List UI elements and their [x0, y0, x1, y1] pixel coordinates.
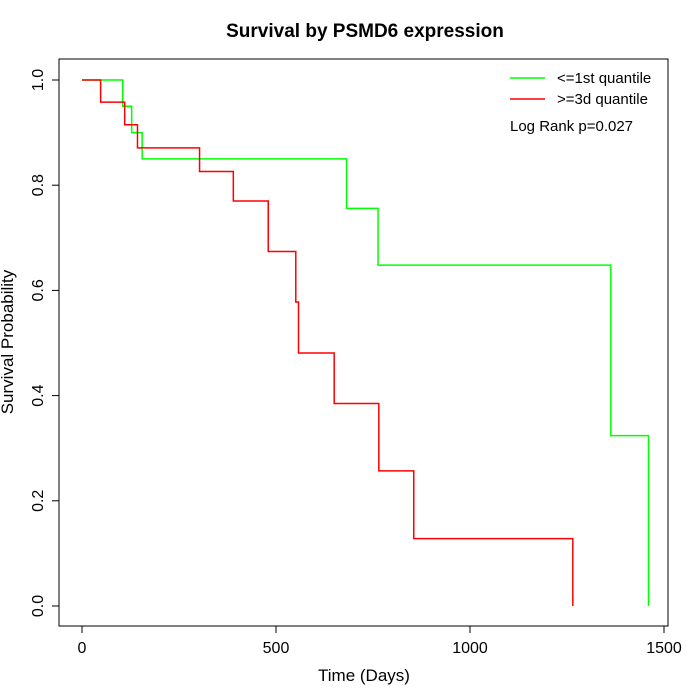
y-tick-label: 0.2	[30, 490, 47, 512]
y-tick-label: 1.0	[30, 69, 47, 91]
plot-frame	[58, 58, 669, 627]
survival-curve-low	[82, 79, 650, 606]
y-axis: 0.0 0.2 0.4 0.6 0.8 1.0	[30, 69, 60, 617]
x-tick-label: 500	[263, 640, 290, 657]
x-tick-label: 0	[78, 640, 87, 657]
legend-label-high: >=3d quantile	[557, 91, 648, 108]
y-tick-label: 0.4	[30, 384, 47, 406]
series-layer	[82, 79, 650, 606]
x-tick-label: 1500	[646, 640, 682, 657]
log-rank-annotation: Log Rank p=0.027	[510, 118, 633, 135]
chart-title: Survival by PSMD6 expression	[226, 21, 504, 42]
legend-label-low: <=1st quantile	[557, 70, 651, 87]
x-axis-label: Time (Days)	[318, 666, 410, 685]
x-axis: 0 500 1000 1500	[78, 625, 682, 657]
y-axis-label: Survival Probability	[0, 269, 17, 414]
y-tick-label: 0.8	[30, 174, 47, 196]
survival-curve-high	[82, 79, 574, 606]
y-tick-label: 0.6	[30, 279, 47, 301]
x-tick-label: 1000	[452, 640, 488, 657]
y-tick-label: 0.0	[30, 595, 47, 617]
legend: <=1st quantile >=3d quantile Log Rank p=…	[510, 70, 651, 135]
